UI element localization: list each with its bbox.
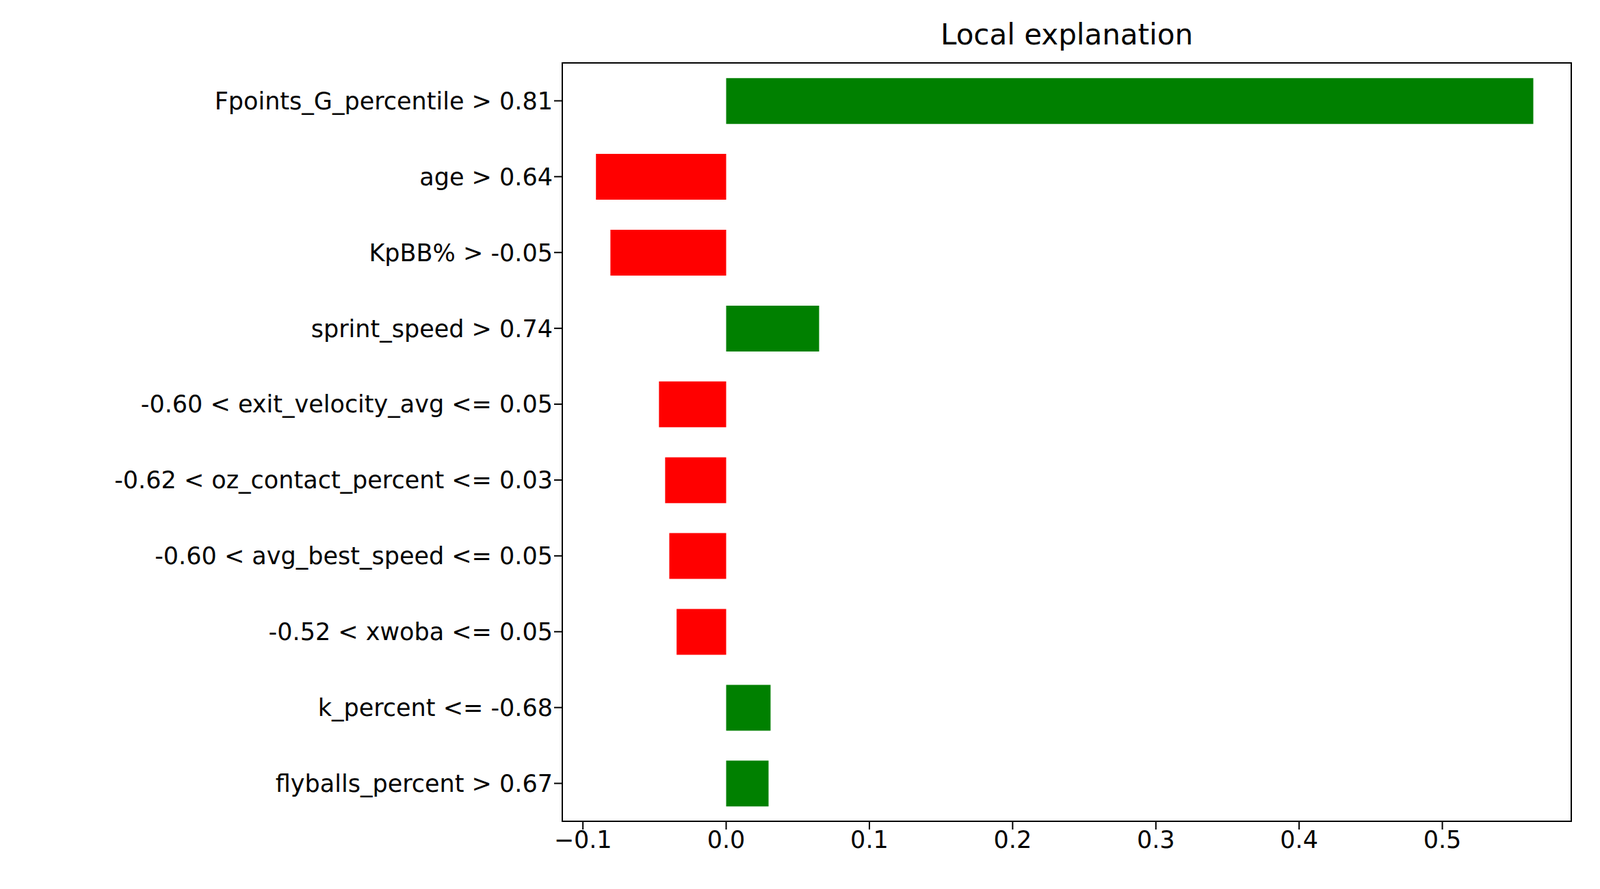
- svg-text:0.5: 0.5: [1423, 826, 1462, 854]
- svg-text:0.1: 0.1: [850, 826, 889, 854]
- svg-text:0.0: 0.0: [707, 826, 746, 854]
- svg-text:0.4: 0.4: [1279, 826, 1319, 854]
- svg-text:flyballs_percent > 0.67: flyballs_percent > 0.67: [275, 770, 553, 798]
- svg-text:0.3: 0.3: [1136, 826, 1176, 854]
- svg-text:0.2: 0.2: [993, 826, 1033, 854]
- svg-text:k_percent <= -0.68: k_percent <= -0.68: [318, 694, 553, 722]
- svg-text:age > 0.64: age > 0.64: [419, 163, 553, 191]
- svg-text:-0.62 < oz_contact_percent <=: -0.62 < oz_contact_percent <= 0.03: [114, 466, 553, 494]
- svg-text:−0.1: −0.1: [554, 826, 613, 854]
- svg-text:sprint_speed > 0.74: sprint_speed > 0.74: [311, 315, 553, 343]
- html-text:Local explanation: Local explanation: [940, 17, 1193, 52]
- svg-text:-0.52 < xwoba <= 0.05: -0.52 < xwoba <= 0.05: [268, 618, 553, 646]
- svg-text:Fpoints_G_percentile > 0.81: Fpoints_G_percentile > 0.81: [214, 87, 553, 115]
- svg-text:-0.60 < avg_best_speed <= 0.05: -0.60 < avg_best_speed <= 0.05: [154, 542, 553, 570]
- svg-text:KpBB% > -0.05: KpBB% > -0.05: [368, 239, 553, 267]
- svg-text:-0.60 < exit_velocity_avg <= 0: -0.60 < exit_velocity_avg <= 0.05: [140, 390, 553, 418]
